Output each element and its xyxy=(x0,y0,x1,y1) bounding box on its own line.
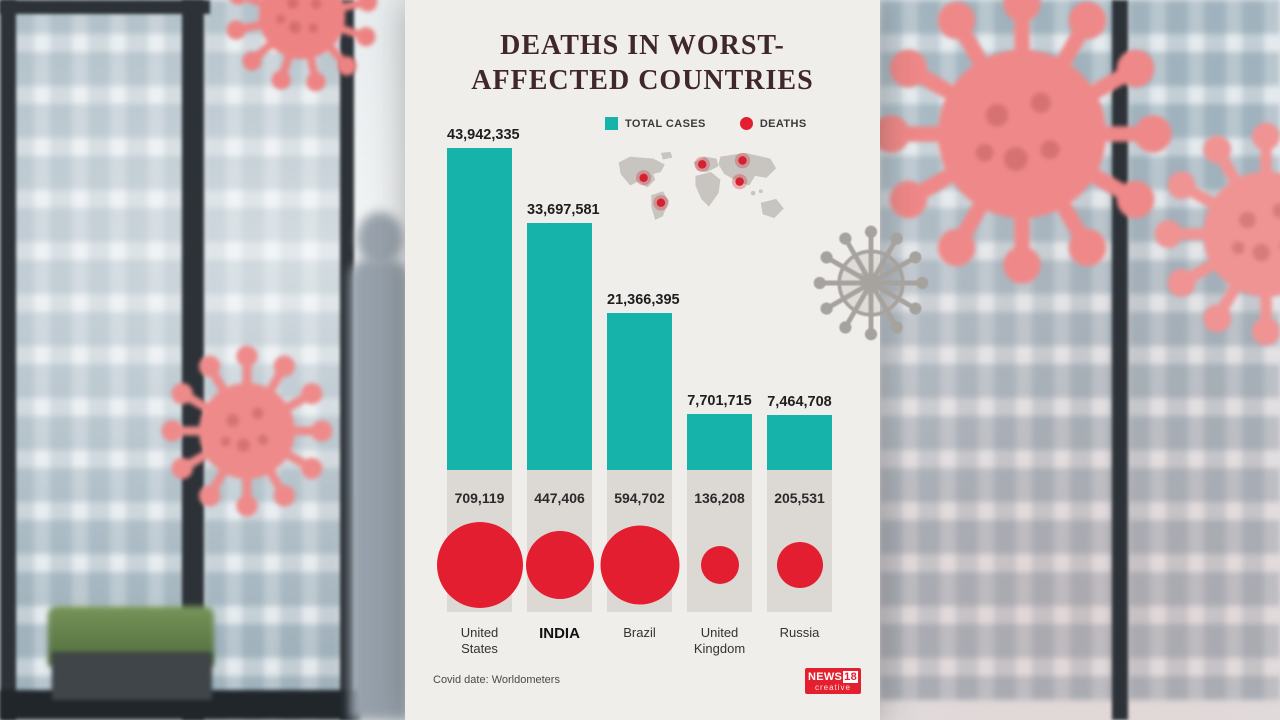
deaths-value: 594,702 xyxy=(614,490,665,506)
deaths-circle xyxy=(436,522,523,608)
total-cases-value: 7,701,715 xyxy=(687,393,752,409)
planter-box xyxy=(52,652,212,700)
title-line-2: AFFECTED COUNTRIES xyxy=(471,65,814,96)
window-frame xyxy=(1112,0,1128,720)
deaths-value: 447,406 xyxy=(534,490,585,506)
deaths-value: 136,208 xyxy=(694,490,745,506)
total-cases-swatch-icon xyxy=(605,117,618,130)
window-frame xyxy=(0,0,210,14)
deaths-circle xyxy=(600,525,679,605)
total-cases-bar xyxy=(527,223,592,470)
country-label: INDIA xyxy=(539,625,580,642)
deaths-value: 205,531 xyxy=(774,490,825,506)
deaths-circle xyxy=(525,531,594,599)
bar-column: 43,942,335 709,119 United States xyxy=(436,122,523,662)
deaths-swatch-icon xyxy=(739,117,753,130)
legend-total-cases-label: TOTAL CASES xyxy=(625,117,706,130)
country-label: United States xyxy=(460,625,499,657)
total-cases-bar xyxy=(767,415,832,470)
legend-deaths: DEATHS xyxy=(739,117,807,130)
total-cases-value: 33,697,581 xyxy=(527,202,600,218)
deaths-value: 709,119 xyxy=(454,490,505,506)
person-silhouette xyxy=(350,258,408,720)
deaths-box: 709,119 xyxy=(436,470,523,612)
window-frame xyxy=(0,0,16,720)
total-cases-bar xyxy=(687,414,752,470)
page-title: DEATHS IN WORST- AFFECTED COUNTRIES xyxy=(405,28,880,98)
legend-total-cases: TOTAL CASES xyxy=(605,117,706,130)
outbreak-dots xyxy=(635,152,751,211)
deaths-box: 136,208 xyxy=(687,470,752,612)
news18-logo-tagline: creative xyxy=(814,683,851,692)
bar-column: 21,366,395 594,702 Brazil xyxy=(600,122,680,662)
deaths-circle xyxy=(776,542,823,588)
bar-column: 7,701,715 136,208 United Kingdom xyxy=(687,122,752,662)
deaths-box: 205,531 xyxy=(767,470,832,612)
total-cases-bar xyxy=(447,148,512,470)
country-label: United Kingdom xyxy=(693,625,746,657)
deaths-box: 594,702 xyxy=(600,470,679,612)
legend-deaths-label: DEATHS xyxy=(759,117,807,130)
chart-legend: TOTAL CASES DEATHS xyxy=(605,117,807,130)
country-label: Russia xyxy=(779,625,820,640)
deaths-circle xyxy=(700,546,739,584)
news18-logo: NEWS 18 creative xyxy=(805,668,861,694)
bar-column: 7,464,708 205,531 Russia xyxy=(767,122,832,662)
deaths-box: 447,406 xyxy=(525,470,594,612)
bar-column: 33,697,581 447,406 INDIA xyxy=(525,122,600,662)
total-cases-bar xyxy=(607,313,672,470)
infographic-panel: DEATHS IN WORST- AFFECTED COUNTRIES TOTA… xyxy=(405,0,880,720)
bar-chart: 43,942,335 709,119 United States 33,697,581… xyxy=(436,122,832,662)
person-silhouette xyxy=(357,212,403,266)
total-cases-value: 7,464,708 xyxy=(767,394,832,410)
title-line-1: DEATHS IN WORST- xyxy=(500,30,785,61)
source-note: Covid date: Worldometers xyxy=(433,674,560,686)
news18-logo-text: NEWS 18 xyxy=(807,671,859,683)
news18-logo-box: NEWS 18 creative xyxy=(805,668,861,694)
total-cases-value: 43,942,335 xyxy=(447,127,520,143)
country-label: Brazil xyxy=(623,625,656,640)
total-cases-value: 21,366,395 xyxy=(607,292,680,308)
world-map xyxy=(618,151,784,221)
